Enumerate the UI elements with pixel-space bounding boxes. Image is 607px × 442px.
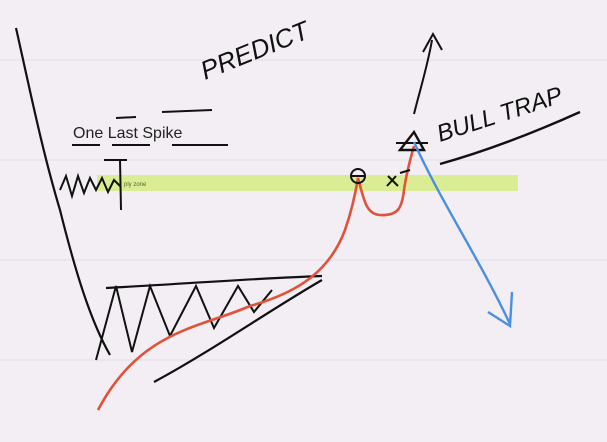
supply-zone-label: ply zone xyxy=(124,182,147,188)
blue-projection-line xyxy=(412,141,512,325)
spike-arrow-line xyxy=(413,39,433,115)
zone-tick xyxy=(119,159,122,211)
bull-trap-underline xyxy=(439,110,581,166)
triangle-zigzag xyxy=(95,282,273,361)
left-price-drop xyxy=(14,27,111,356)
triangle-lower-line xyxy=(153,279,323,383)
small-x-mark xyxy=(386,169,411,187)
spike-overline-2 xyxy=(115,116,137,119)
red-price-path xyxy=(96,145,416,411)
supply-zone-band xyxy=(97,175,518,191)
triangle-upper-line xyxy=(105,274,323,290)
one-last-spike-label: One Last Spike xyxy=(73,125,183,142)
prediction-label: PREDICT xyxy=(196,14,315,85)
bull-trap-label: BULL TRAP xyxy=(434,82,566,148)
bull-trap-marker xyxy=(397,129,427,152)
zone-squiggle xyxy=(59,172,121,200)
blue-projection-head xyxy=(487,291,514,329)
spike-arrow-head xyxy=(422,31,443,53)
sell-circle-mark xyxy=(350,168,366,184)
spike-overline xyxy=(161,109,213,113)
faint-grid xyxy=(0,59,607,361)
